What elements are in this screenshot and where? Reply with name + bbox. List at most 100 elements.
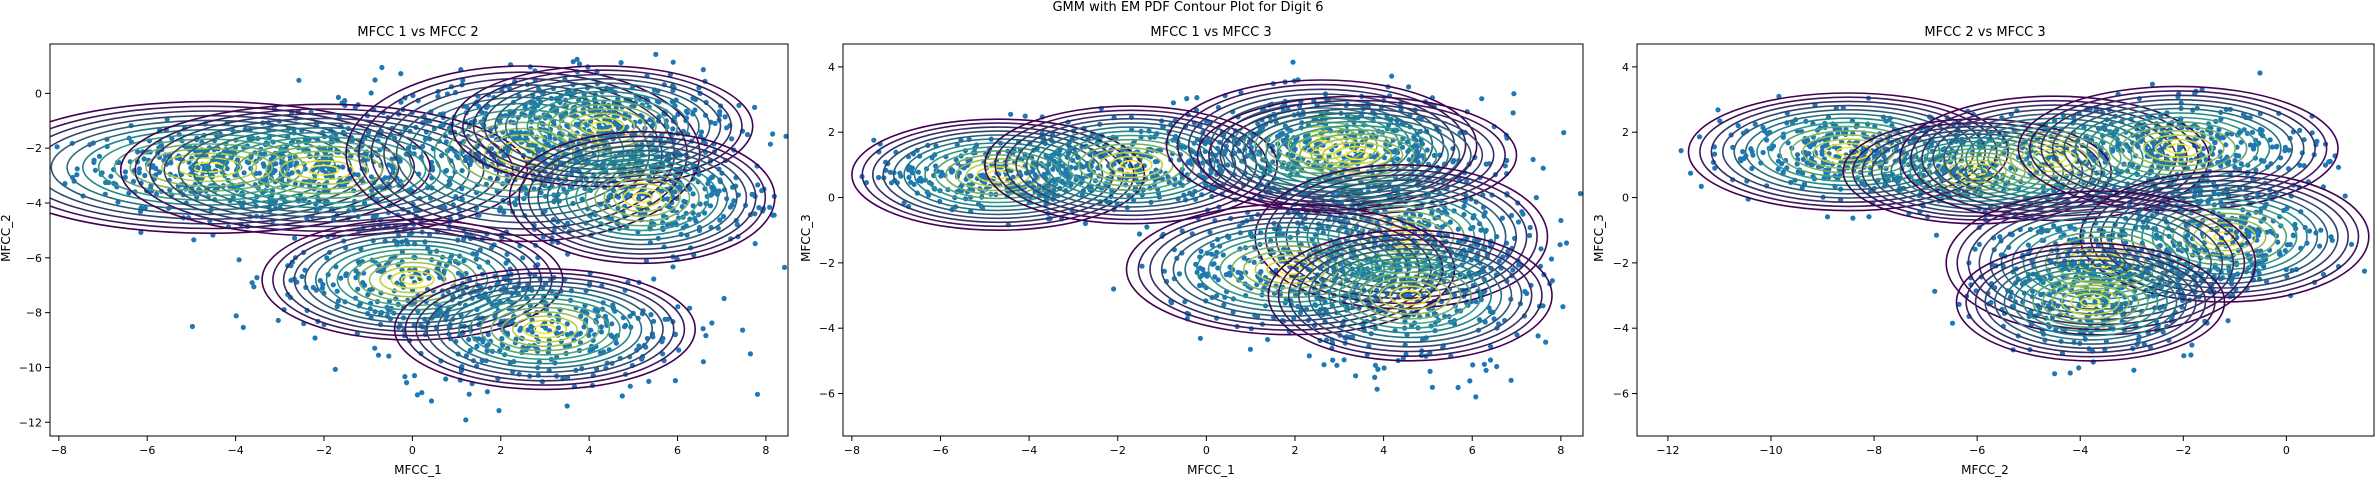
- scatter-point: [324, 255, 330, 261]
- contour-line: [490, 306, 600, 352]
- scatter-point: [355, 172, 361, 178]
- contour-line: [1219, 240, 1362, 299]
- scatter-point: [135, 149, 141, 155]
- contour-line: [393, 268, 697, 391]
- scatter-point: [1371, 154, 1377, 160]
- contour-line: [892, 134, 1104, 216]
- scatter-point: [1060, 163, 1066, 169]
- scatter-point: [461, 236, 467, 242]
- scatter-point: [459, 168, 465, 174]
- scatter-point: [1470, 362, 1476, 368]
- scatter-point: [664, 196, 671, 202]
- contour-line: [1265, 120, 1450, 190]
- scatter-point: [1439, 224, 1445, 230]
- scatter-point: [1375, 366, 1381, 372]
- scatter-point: [273, 161, 279, 167]
- scatter-point: [426, 275, 432, 281]
- scatter-point: [662, 316, 668, 322]
- scatter-point: [388, 163, 394, 169]
- panel-1-plot-area: [50, 51, 788, 423]
- scatter-point: [871, 137, 877, 143]
- scatter-point: [618, 60, 624, 66]
- scatter-point: [754, 163, 760, 169]
- y-tick-label: −8: [26, 307, 42, 320]
- scatter-point: [648, 312, 654, 318]
- scatter-point: [721, 295, 727, 302]
- scatter-point: [898, 173, 904, 179]
- scatter-point: [529, 329, 535, 335]
- scatter-point: [1752, 121, 1758, 127]
- scatter-point: [1760, 149, 1766, 156]
- scatter-point: [578, 313, 584, 319]
- scatter-point: [398, 99, 404, 105]
- scatter-point: [736, 102, 742, 108]
- contour-line: [145, 147, 273, 187]
- contour-line: [994, 109, 1268, 221]
- scatter-point: [1238, 270, 1244, 276]
- scatter-point: [167, 152, 173, 158]
- scatter-point: [1473, 299, 1479, 305]
- scatter-point: [254, 275, 260, 281]
- panel-3-ylabel: MFCC_3: [1592, 214, 1606, 262]
- x-tick-label: −4: [227, 444, 243, 457]
- scatter-point: [442, 168, 449, 174]
- scatter-point: [312, 335, 318, 341]
- contour-line: [447, 289, 643, 369]
- scatter-point: [703, 333, 709, 339]
- panel-1-ylabel: MFCC_2: [0, 214, 13, 262]
- scatter-point: [564, 220, 571, 226]
- scatter-point: [1341, 357, 1347, 363]
- scatter-point: [722, 114, 728, 120]
- scatter-point: [1515, 219, 1522, 225]
- scatter-point: [619, 393, 625, 399]
- scatter-point: [480, 339, 486, 345]
- scatter-point: [1431, 152, 1437, 158]
- x-tick-label: 8: [762, 444, 769, 457]
- scatter-point: [781, 264, 788, 270]
- scatter-point: [752, 241, 758, 247]
- scatter-point: [901, 200, 907, 206]
- scatter-point: [1197, 335, 1203, 341]
- scatter-point: [906, 167, 912, 173]
- scatter-point: [908, 179, 914, 185]
- scatter-point: [506, 85, 512, 91]
- contour-line: [50, 105, 416, 230]
- contour-line: [1399, 289, 1422, 301]
- contour-line: [1287, 130, 1356, 161]
- scatter-point: [752, 104, 758, 110]
- contour-line: [603, 177, 681, 218]
- scatter-point: [627, 383, 633, 389]
- scatter-point: [299, 273, 305, 280]
- scatter-point: [1510, 267, 1516, 273]
- scatter-point: [708, 203, 714, 209]
- contour-line: [1310, 137, 1404, 173]
- scatter-point: [1161, 268, 1167, 274]
- scatter-point: [1429, 384, 1435, 390]
- scatter-point: [717, 109, 723, 115]
- contour-line: [1297, 243, 1523, 348]
- scatter-point: [1276, 232, 1282, 238]
- x-tick-label: 0: [1203, 444, 1210, 457]
- scatter-point: [1563, 240, 1570, 246]
- scatter-point: [54, 144, 60, 150]
- scatter-point: [353, 275, 359, 281]
- contour-line: [546, 149, 738, 246]
- contour-line: [113, 138, 305, 197]
- contour-line: [861, 122, 1135, 228]
- scatter-point: [292, 181, 298, 187]
- x-tick-label: 6: [1469, 444, 1476, 457]
- scatter-point: [1226, 270, 1232, 276]
- scatter-point: [909, 165, 916, 171]
- scatter-point: [729, 136, 735, 142]
- y-tick-label: −6: [26, 252, 42, 265]
- scatter-point: [74, 166, 80, 172]
- scatter-point: [717, 217, 723, 223]
- scatter-point: [770, 131, 776, 137]
- scatter-point: [636, 343, 642, 349]
- scatter-point: [1209, 242, 1215, 248]
- scatter-point: [485, 331, 491, 338]
- scatter-point: [1403, 211, 1409, 217]
- scatter-point: [1372, 362, 1378, 368]
- scatter-point: [1794, 152, 1801, 158]
- scatter-point: [700, 67, 706, 73]
